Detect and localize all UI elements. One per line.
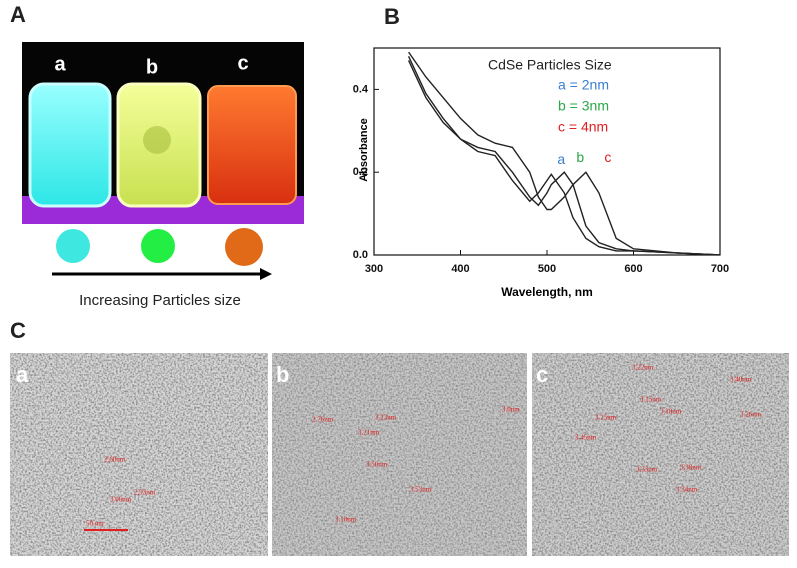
image-label: a xyxy=(16,362,29,387)
size-annotation: 3.53nm xyxy=(410,486,432,494)
size-annotation: 2.93nm xyxy=(134,489,156,497)
spectrum-line xyxy=(407,60,720,255)
spectrum-line xyxy=(408,51,720,255)
size-annotation: 3.40nm xyxy=(730,376,752,384)
size-annotation: 3.06nm xyxy=(110,496,132,504)
size-annotation: 3.26nm xyxy=(740,411,762,419)
arrow-head xyxy=(260,268,272,280)
color-swatch xyxy=(225,228,263,266)
x-tick-label: 600 xyxy=(624,263,642,275)
x-tick-label: 300 xyxy=(365,263,383,275)
y-tick-label: 0.2 xyxy=(353,166,368,178)
peak-label: a xyxy=(557,151,565,167)
legend-entry: b = 3nm xyxy=(558,98,609,114)
chart: B Wavelength, nm Absorbance CdSe Particl… xyxy=(353,4,729,299)
panel-label: C xyxy=(10,318,26,343)
size-annotation: 3.50nm xyxy=(366,461,388,469)
tem-image xyxy=(10,353,789,556)
vial-label: c xyxy=(237,52,248,74)
size-annotation: 3.21nm xyxy=(358,429,380,437)
size-annotation: 3.0nm xyxy=(502,406,520,414)
color-swatch xyxy=(141,229,175,263)
size-annotation: 3.10nm xyxy=(335,516,357,524)
peak-label: b xyxy=(576,149,584,165)
y-tick-label: 0.4 xyxy=(353,83,369,95)
y-axis-label: Absorbance xyxy=(358,118,370,182)
vial-label: a xyxy=(54,53,66,75)
size-annotation: 3.18nm xyxy=(660,408,682,416)
x-tick-label: 500 xyxy=(538,263,556,275)
peak-label: c xyxy=(604,149,611,165)
size-annotation: 2.60nm xyxy=(104,456,126,464)
x-tick-label: 400 xyxy=(451,263,469,275)
size-annotation: 3.25nm xyxy=(595,414,617,422)
y-tick-label: 0.0 xyxy=(353,249,368,261)
color-swatch xyxy=(56,229,90,263)
size-annotation: 3.22nm xyxy=(632,364,654,372)
size-annotation: 2.76nm xyxy=(312,416,334,424)
vial-label: b xyxy=(146,56,158,78)
scale-label: 50 nm xyxy=(86,520,104,528)
image-label: b xyxy=(276,362,289,387)
size-annotation: 3.34nm xyxy=(676,486,698,494)
plot-frame xyxy=(373,47,721,256)
vial-photo xyxy=(22,42,304,224)
legend-entry: c = 4nm xyxy=(558,119,608,135)
legend-entry: a = 2nm xyxy=(558,77,609,93)
x-axis-label: Wavelength, nm xyxy=(501,285,593,299)
panel-label: A xyxy=(10,2,26,27)
size-annotation: 3.33nm xyxy=(636,466,658,474)
size-annotation: 3.23nm xyxy=(375,414,397,422)
legend-title: CdSe Particles Size xyxy=(488,57,612,73)
panel-label: B xyxy=(384,4,400,29)
size-annotation: 3.38nm xyxy=(680,464,702,472)
size-annotation: 3.45nm xyxy=(575,434,597,442)
image-label: c xyxy=(536,362,548,387)
caption: Increasing Particles size xyxy=(79,292,241,309)
size-annotation: 3.15nm xyxy=(640,396,662,404)
x-tick-label: 700 xyxy=(711,263,729,275)
